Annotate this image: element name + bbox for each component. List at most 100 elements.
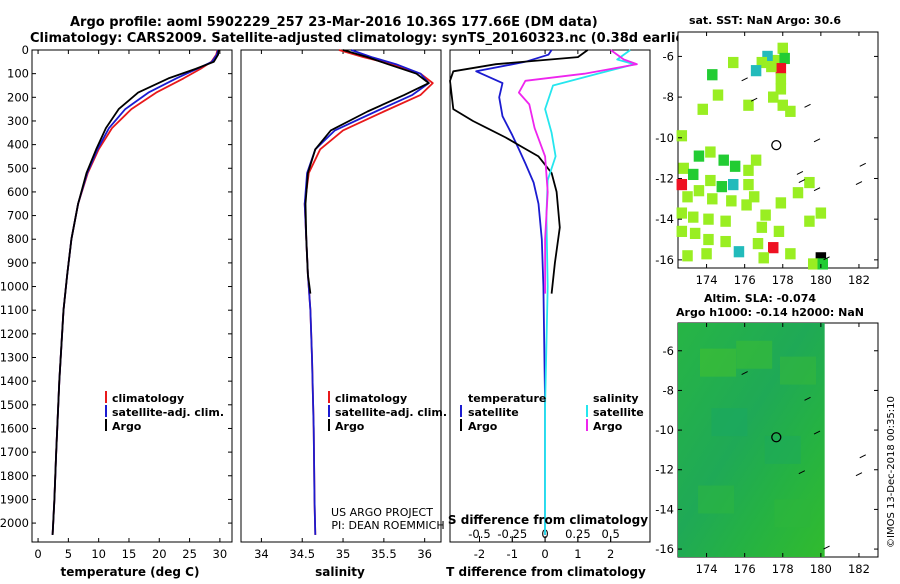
sla-map-area: 174 176 178 180 182 -6 -8 -10 -12 -14 -16 [655,323,878,576]
legend-argo-label: Argo [335,420,365,433]
sst-cell [720,235,731,248]
x-tick-label: 5 [65,547,72,561]
coastline-fragment [813,187,821,192]
sst-cell [743,99,754,111]
map-y-tick-label: -14 [655,502,674,516]
coastline-fragment [813,138,821,143]
sst-cell [775,63,787,75]
sst-cell [693,185,705,197]
figure-title-line1: Argo profile: aoml 5902229_257 23-Mar-20… [70,15,598,30]
x-tick-label: -2 [474,547,485,561]
salinity-plot-area: 34 34.5 35 35.5 36 [254,49,434,561]
map-x-tick-label: 180 [810,562,832,576]
legend-temperature-title: temperature [468,392,546,405]
map-x-tick-label: 174 [696,273,718,287]
temperature-plot-area: 0100200300400500600700800900100011001200… [0,43,232,561]
coastline-fragment [804,103,811,108]
sla-map-title-line2: Argo h1000: -0.14 h2000: NaN [676,306,864,319]
sst-cell [729,160,741,172]
coastline-fragment [741,371,748,376]
difference-panel: -2 -1 0 1 2-0.5 -0.25 0 0.25 0.5 T difference fr… [446,49,651,579]
map-x-tick-label: 176 [734,562,756,576]
sst-cell [748,191,760,203]
x2-tick-label: -0.5 [468,527,490,541]
temperature-legend: climatology satellite-adj. clim. Argo [105,391,224,433]
profile-line-s-argo [518,49,638,294]
sst-cell [756,56,768,69]
x-tick-label: 10 [91,547,106,561]
legend-s-argo-label: Argo [593,420,623,433]
sst-cell [756,221,768,233]
map-y-tick-label: -16 [655,253,674,267]
argo-position-marker [771,432,782,443]
sst-map-title: sat. SST: NaN Argo: 30.6 [689,14,841,27]
y-tick-label: 1800 [0,469,29,483]
argo-position-marker [771,139,782,151]
sla-patch [698,485,735,514]
x2-tick-label: 0.25 [565,527,591,541]
y-tick-label: 1300 [0,351,29,365]
y-tick-label: 200 [7,90,29,104]
sst-cell [726,195,737,207]
sst-map-panel: sat. SST: NaN Argo: 30.6 174 176 178 180 182… [655,14,879,287]
principal-investigator-label: PI: DEAN ROEMMICH [331,519,444,532]
sst-cell [712,89,724,101]
map-x-tick-label: 174 [696,562,718,576]
legend-salinity-title: salinity [593,392,639,405]
coastline-fragment [823,256,830,261]
salinity-panel: 34 34.5 35 35.5 36 salinity climatology sate… [240,49,447,579]
difference-plot-area: -2 -1 0 1 2-0.5 -0.25 0 0.25 0.5 [449,49,638,561]
y-tick-label: 2000 [0,516,29,530]
map-y-tick-label: -10 [655,131,674,145]
x-tick-label: 0 [541,547,548,561]
y-tick-label: 1700 [0,445,29,459]
y-tick-label: 800 [7,232,29,246]
x-tick-label: -1 [507,547,518,561]
legend-satellite-label: satellite-adj. clim. [112,406,224,419]
map-y-tick-label: -12 [655,171,674,185]
sst-cell [705,146,716,158]
x-tick-label: 15 [122,547,137,561]
sla-patch [736,340,773,369]
sst-map-area: 174 176 178 180 182 -6 -8 -10 -12 -14 -16 [655,32,878,287]
sst-cell [785,248,796,260]
y-tick-label: 600 [7,185,29,199]
sst-cell [688,211,699,223]
sst-cell [815,252,827,264]
map-x-tick-label: 180 [810,273,832,287]
sla-patch [774,499,811,528]
temperature-axes-frame [31,49,233,543]
coastline-fragment [750,97,758,102]
sst-cell [676,178,688,191]
sst-cell [676,130,688,142]
sst-cell [750,65,762,77]
sst-cell [768,91,779,103]
y-tick-label: 1000 [0,280,29,294]
sst-cell [743,178,754,191]
x2-tick-label: 0.5 [602,527,620,541]
difference-axes-frame [449,49,651,543]
coastline-fragment [798,179,806,183]
legend-t-satellite-label: satellite [468,406,519,419]
sla-map-panel: Altim. SLA: -0.074 Argo h1000: -0.14 h20… [655,292,879,576]
copyright-footer: ©IMOS 13-Dec-2018 00:35:10 [886,396,897,548]
x-tick-label: 0 [34,547,41,561]
sst-cell [733,246,745,258]
y-tick-label: 900 [7,256,29,270]
map-y-tick-label: -8 [663,90,674,104]
map-y-tick-label: -14 [655,212,674,226]
map-y-tick-label: -6 [663,344,674,358]
x-tick-label: 34.5 [289,547,315,561]
y-tick-label: 1400 [0,374,29,388]
salinity-xlabel: salinity [315,565,365,579]
temperature-panel: 0100200300400500600700800900100011001200… [0,43,233,579]
sst-cell [779,52,790,65]
temperature-xlabel: temperature (deg C) [61,565,200,579]
map-y-tick-label: -10 [655,423,674,437]
x-tick-label: 2 [607,547,614,561]
sst-cell [705,174,716,187]
map-x-tick-label: 178 [772,273,794,287]
legend-satellite-label: satellite-adj. clim. [335,406,447,419]
sst-cell [804,176,815,189]
